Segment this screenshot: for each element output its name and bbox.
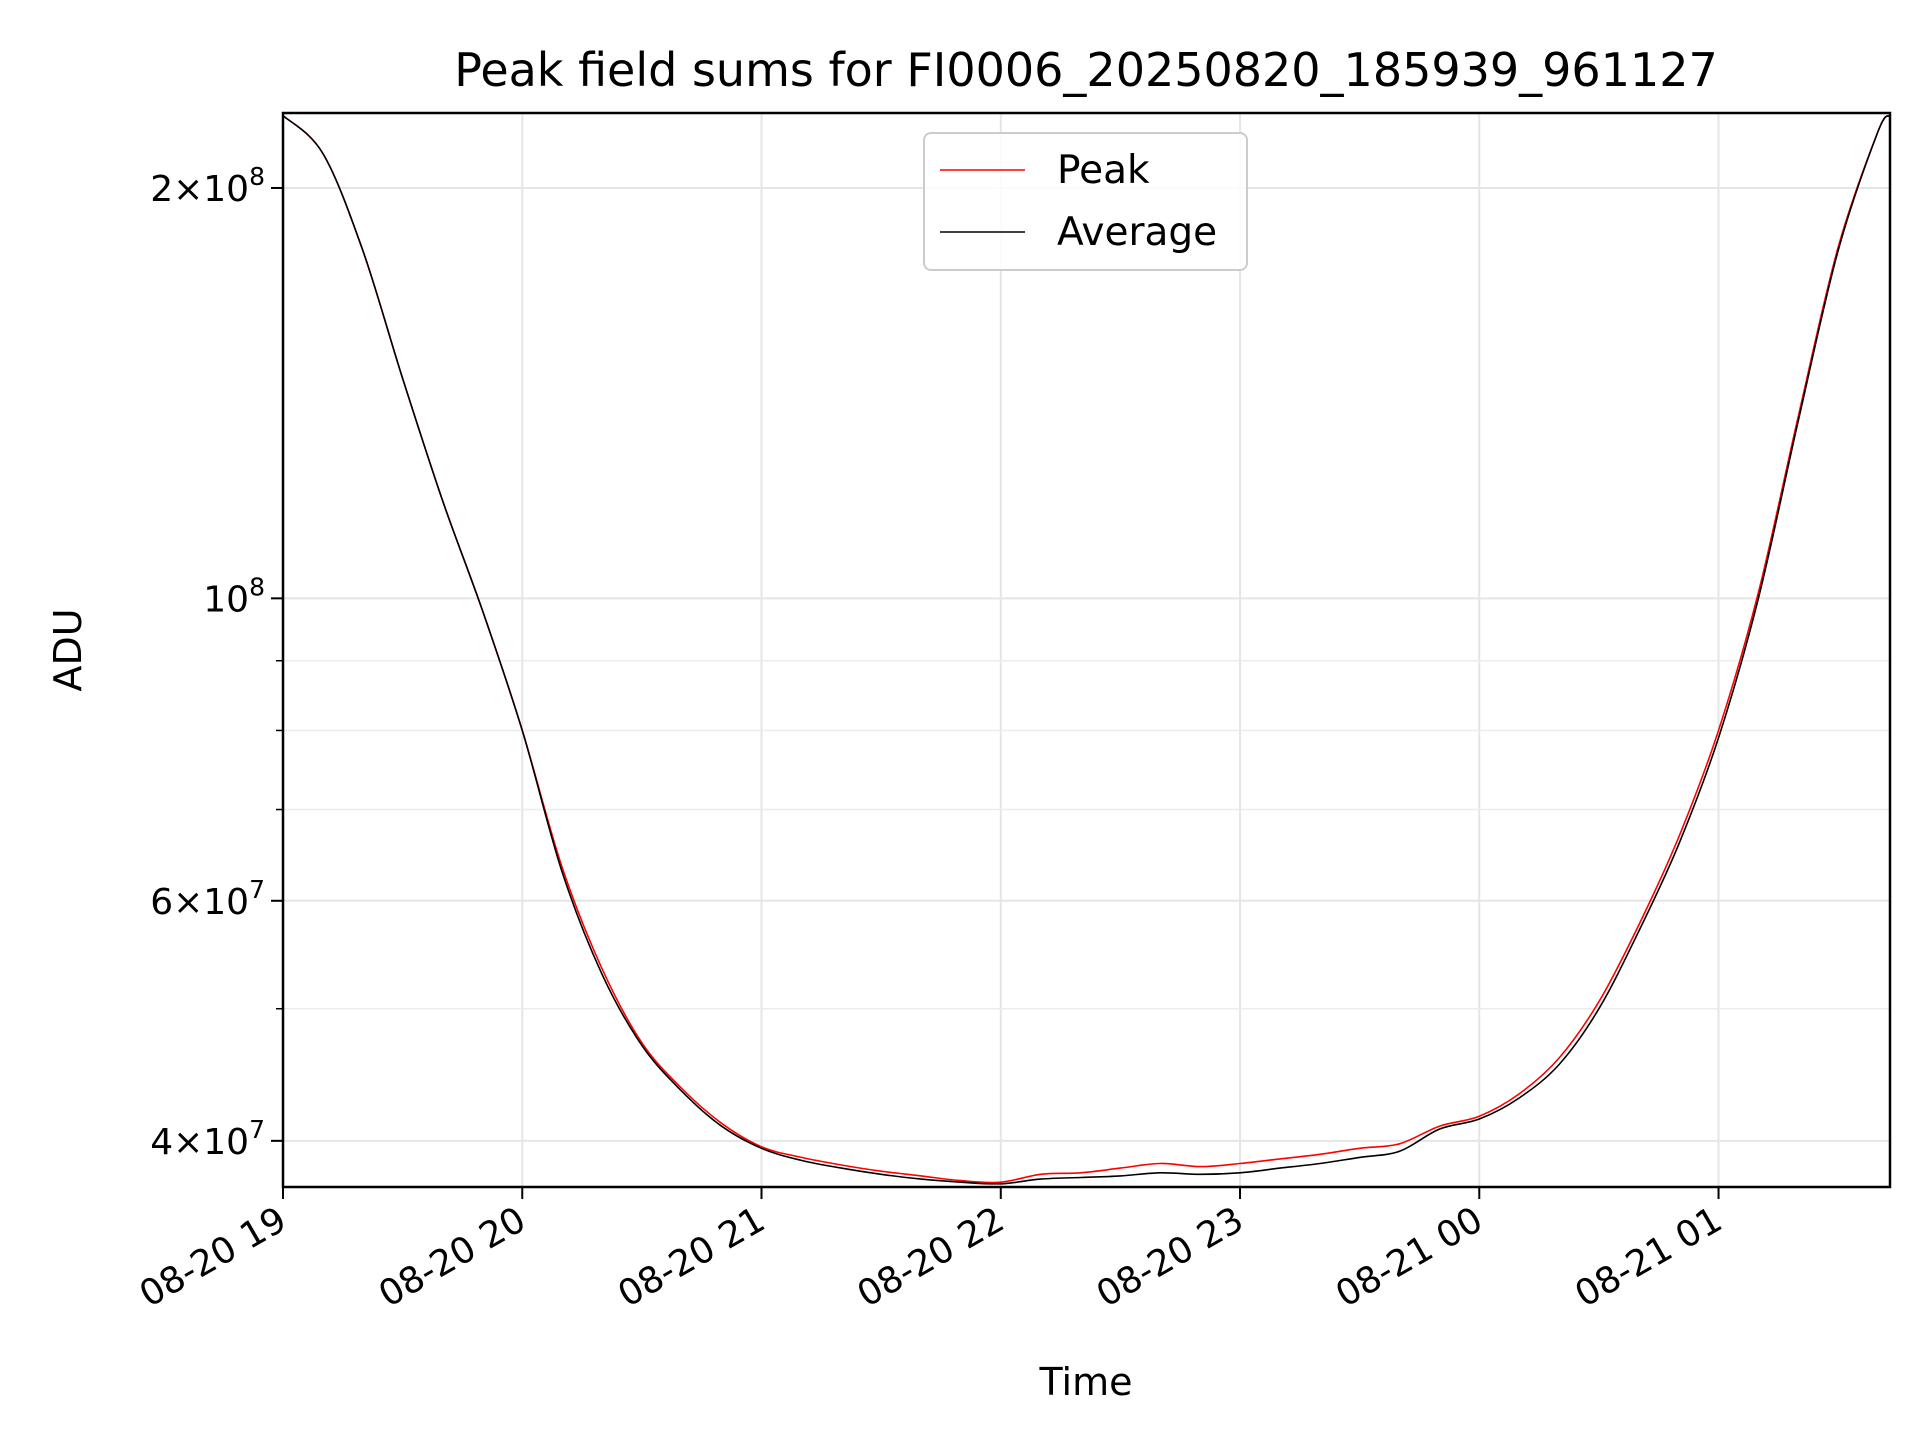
legend-box xyxy=(923,132,1248,271)
plot-frame xyxy=(281,111,1892,1189)
x-tick-label: 08-21 01 xyxy=(1568,1199,1729,1315)
y-tick-label: 4×107 xyxy=(150,1115,265,1163)
series-line-average xyxy=(282,114,1891,1185)
grid-lines xyxy=(282,113,1890,1187)
y-axis-label: ADU xyxy=(46,608,90,691)
x-tick-label: 08-20 21 xyxy=(611,1199,772,1315)
x-axis-ticks: 08-20 19 08-20 20 08-20 21 08-20 22 08-20 23… xyxy=(133,1187,1729,1316)
x-tick-label: 08-20 19 xyxy=(133,1199,294,1315)
y-tick-label: 6×107 xyxy=(150,875,265,923)
x-tick-label: 08-20 22 xyxy=(851,1199,1012,1315)
legend-label-peak: Peak xyxy=(1057,148,1150,193)
x-tick-label: 08-21 00 xyxy=(1329,1199,1490,1315)
chart-title: Peak field sums for FI0006_20250820_1859… xyxy=(454,43,1718,97)
y-tick-label: 2×108 xyxy=(150,162,265,210)
x-tick-label: 08-20 20 xyxy=(372,1199,533,1315)
series-line-peak xyxy=(282,114,1891,1184)
legend: Peak Average xyxy=(923,132,1248,271)
y-axis-ticks: 4×107 6×107 108 2×108 xyxy=(150,162,283,1163)
series-lines xyxy=(282,114,1891,1185)
x-tick-label: 08-20 23 xyxy=(1090,1199,1251,1315)
x-axis-label: Time xyxy=(1039,1360,1133,1404)
legend-label-average: Average xyxy=(1057,210,1217,255)
y-tick-label: 108 xyxy=(203,572,265,620)
